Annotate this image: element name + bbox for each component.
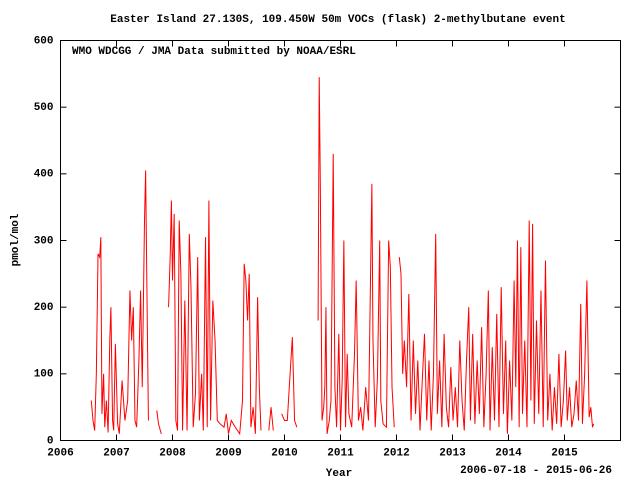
- chart-title: Easter Island 27.130S, 109.450W 50m VOCs…: [110, 14, 565, 26]
- y-axis-label: pmol/mol: [10, 213, 22, 266]
- y-tick-label: 500: [34, 102, 54, 114]
- x-tick-label: 2006: [47, 447, 73, 459]
- data-line: [90, 77, 595, 436]
- y-tick-label: 400: [34, 169, 54, 181]
- y-tick-label: 100: [34, 369, 54, 381]
- y-tick-label: 600: [34, 35, 54, 47]
- x-tick-label: 2012: [383, 447, 409, 459]
- x-tick-label: 2015: [551, 447, 578, 459]
- x-tick-label: 2013: [439, 447, 466, 459]
- x-axis-label: Year: [326, 468, 352, 480]
- x-tick-label: 2010: [271, 447, 297, 459]
- annotation: WMO WDCGG / JMA Data submitted by NOAA/E…: [72, 46, 356, 58]
- x-tick-label: 2009: [215, 447, 241, 459]
- x-tick-label: 2011: [327, 447, 354, 459]
- x-tick-label: 2007: [103, 447, 129, 459]
- date-range: 2006-07-18 - 2015-06-26: [460, 465, 612, 477]
- x-tick-label: 2014: [495, 447, 522, 459]
- y-tick-label: 200: [34, 302, 54, 314]
- x-tick-label: 2008: [159, 447, 186, 459]
- y-tick-label: 0: [47, 435, 54, 447]
- y-tick-label: 300: [34, 235, 54, 247]
